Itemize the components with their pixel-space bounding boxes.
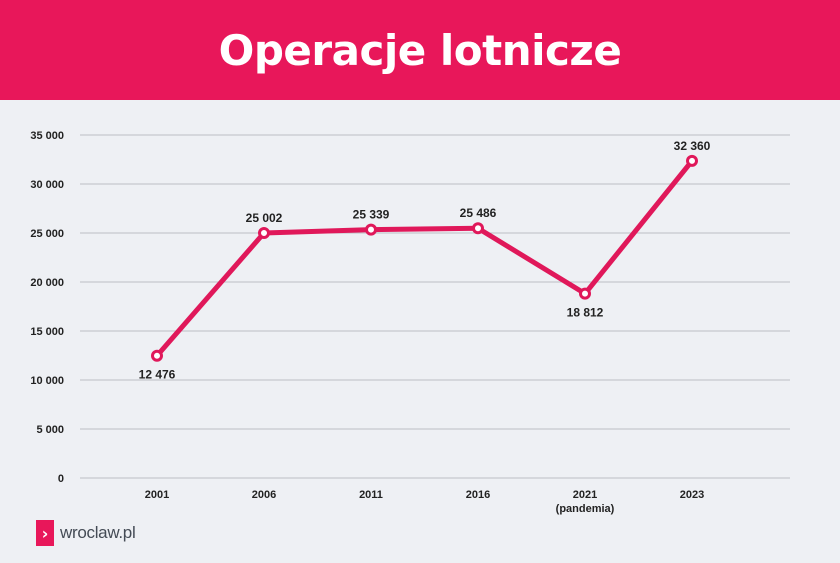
footer-logo[interactable]: › wroclaw.pl bbox=[36, 520, 136, 546]
data-labels: 12 476 25 002 25 339 25 486 18 812 32 360 bbox=[139, 139, 711, 382]
x-tick-sublabel: (pandemia) bbox=[556, 503, 615, 515]
data-point[interactable] bbox=[579, 287, 591, 300]
data-point[interactable] bbox=[365, 223, 377, 236]
x-tick-label: 2021 bbox=[573, 489, 597, 501]
y-tick-label: 15 000 bbox=[30, 326, 64, 338]
series-line bbox=[154, 158, 695, 359]
data-label: 18 812 bbox=[567, 306, 604, 320]
data-label: 12 476 bbox=[139, 368, 176, 382]
chart-series bbox=[151, 154, 698, 362]
y-tick-label: 35 000 bbox=[30, 130, 64, 142]
x-tick-label: 2011 bbox=[359, 489, 383, 501]
data-point[interactable] bbox=[686, 154, 698, 167]
y-axis-ticks: 0 5 000 10 000 15 000 20 000 25 000 30 000 35 0… bbox=[30, 130, 64, 485]
x-tick-label: 2001 bbox=[145, 489, 169, 501]
x-tick-label: 2006 bbox=[252, 489, 276, 501]
y-tick-label: 30 000 bbox=[30, 179, 64, 191]
data-point[interactable] bbox=[472, 222, 484, 235]
data-label: 32 360 bbox=[674, 139, 711, 153]
chart-grid bbox=[80, 134, 790, 479]
data-label: 25 486 bbox=[460, 206, 497, 220]
header-banner: Operacje lotnicze bbox=[0, 0, 840, 100]
x-axis-ticks: 2001 2006 2011 2016 2021 (pandemia) 2023 bbox=[145, 489, 704, 515]
x-tick-label: 2016 bbox=[466, 489, 490, 501]
data-label: 25 339 bbox=[353, 208, 390, 222]
logo-text: wroclaw.pl bbox=[60, 523, 136, 542]
y-tick-label: 20 000 bbox=[30, 277, 64, 289]
wroclaw-logo-icon: › bbox=[36, 520, 54, 546]
data-point[interactable] bbox=[258, 226, 270, 239]
line-chart: 0 5 000 10 000 15 000 20 000 25 000 30 000 35 0… bbox=[30, 130, 790, 515]
y-tick-label: 25 000 bbox=[30, 228, 64, 240]
y-tick-label: 5 000 bbox=[36, 424, 64, 436]
data-point[interactable] bbox=[151, 349, 163, 362]
data-label: 25 002 bbox=[246, 211, 283, 225]
y-tick-label: 0 bbox=[58, 473, 64, 485]
y-tick-label: 10 000 bbox=[30, 375, 64, 387]
page-title: Operacje lotnicze bbox=[218, 25, 622, 75]
x-tick-label: 2023 bbox=[680, 489, 704, 501]
